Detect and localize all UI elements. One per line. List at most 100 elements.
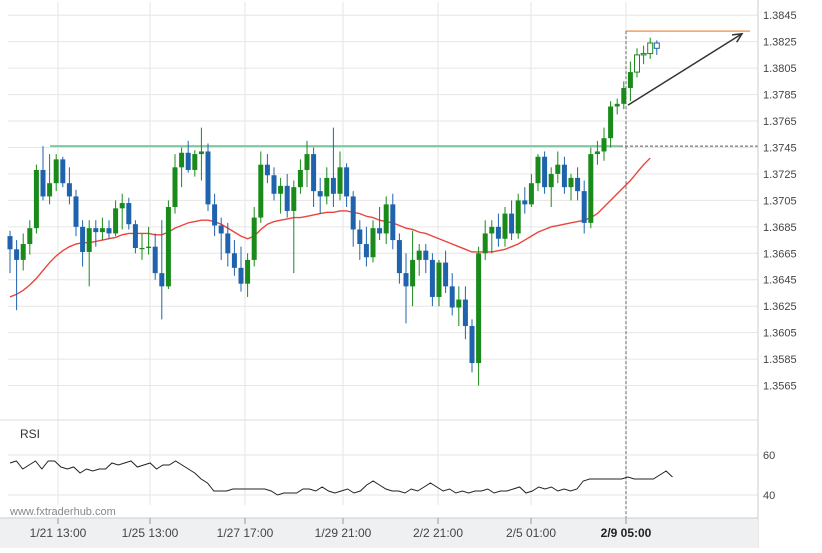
candle-body xyxy=(449,286,455,308)
candle-body xyxy=(627,72,633,88)
candle-body xyxy=(113,208,119,234)
candle-body xyxy=(588,154,594,223)
candle-body xyxy=(152,246,158,274)
y-tick-label: 1.3725 xyxy=(763,169,797,181)
y-tick-label: 1.3685 xyxy=(763,222,797,234)
candle-body xyxy=(251,217,257,260)
price-levels xyxy=(50,30,758,518)
rsi-title: RSI xyxy=(20,427,40,441)
candle-body xyxy=(47,183,53,197)
y-tick-label: 1.3625 xyxy=(763,301,797,313)
candle-body xyxy=(7,236,13,250)
candle-body xyxy=(139,248,145,250)
candle-body xyxy=(489,226,495,234)
candle-body xyxy=(132,224,138,248)
candle-body xyxy=(258,164,264,218)
forecast-overlay xyxy=(627,32,744,106)
x-tick-label: 2/9 05:00 xyxy=(601,526,652,540)
forecast-arrow-line xyxy=(627,33,743,106)
candle-body xyxy=(377,228,383,234)
candle-body xyxy=(357,229,363,245)
candle-body xyxy=(403,273,409,287)
candle-body xyxy=(476,253,482,364)
candle-body xyxy=(99,228,105,233)
x-tick-label: 2/2 21:00 xyxy=(413,526,463,540)
candle-body xyxy=(106,228,112,234)
candle-body xyxy=(66,183,72,197)
candle-body xyxy=(165,207,171,287)
candle-body xyxy=(126,203,132,225)
candle-body xyxy=(53,159,59,184)
candle-body xyxy=(410,259,416,287)
candle-body xyxy=(482,233,488,254)
rsi-line xyxy=(9,460,673,496)
candle-body xyxy=(390,204,396,241)
x-tick-label: 1/27 17:00 xyxy=(217,526,274,540)
candle-body xyxy=(238,267,244,284)
candle-body xyxy=(608,106,614,139)
candle-body xyxy=(14,249,20,260)
candle-body xyxy=(20,244,26,260)
x-tick-label: 2/5 01:00 xyxy=(506,526,556,540)
x-axis-band xyxy=(0,518,758,548)
y-tick-label: 1.3705 xyxy=(763,195,797,207)
candle-body xyxy=(337,167,343,194)
candle-body xyxy=(304,154,310,170)
candle-body xyxy=(80,226,86,252)
candle-body xyxy=(542,156,548,188)
axes: 1.3845 1.3825 1.3805 1.3785 1.3765 1.3745 1.37… xyxy=(0,0,797,548)
candle-body xyxy=(469,326,475,364)
candle-body xyxy=(594,151,600,155)
candle-body xyxy=(86,228,92,252)
candle-body xyxy=(40,169,46,197)
candle-body xyxy=(443,262,449,287)
candle-body xyxy=(621,87,627,104)
candle-body xyxy=(601,138,607,152)
candle-body xyxy=(185,152,191,170)
candle-body xyxy=(245,259,251,284)
rsi-panel: RSI xyxy=(9,427,673,496)
candle-body xyxy=(363,244,369,258)
y-tick-label: 1.3825 xyxy=(763,37,797,49)
candle-body xyxy=(73,196,79,227)
candle-body xyxy=(383,204,389,234)
candle-body xyxy=(462,299,468,327)
candle-body xyxy=(495,226,501,239)
candlesticks xyxy=(7,37,660,386)
candle-body xyxy=(515,200,521,234)
candle-body xyxy=(581,191,587,223)
candle-body xyxy=(172,167,178,207)
candle-body xyxy=(271,175,277,194)
candle-body xyxy=(27,228,33,245)
y-tick-label: 1.3605 xyxy=(763,328,797,340)
moving-average xyxy=(9,157,651,298)
candle-body xyxy=(509,213,515,234)
candle-body xyxy=(429,259,435,297)
candle-body xyxy=(436,262,442,297)
candle-body xyxy=(344,167,350,197)
candle-body xyxy=(225,233,231,254)
x-tick-label: 1/29 21:00 xyxy=(315,526,372,540)
candle-body xyxy=(535,156,541,184)
candle-body xyxy=(198,151,204,155)
candle-body xyxy=(396,240,402,274)
x-tick-label: 1/25 13:00 xyxy=(122,526,179,540)
candle-body xyxy=(423,250,429,260)
candle-body xyxy=(192,154,198,170)
candle-body xyxy=(555,164,561,174)
candle-body xyxy=(561,164,567,188)
candle-body xyxy=(179,152,185,168)
x-tick-label: 1/21 13:00 xyxy=(30,526,87,540)
candle-body xyxy=(146,246,152,248)
candle-body xyxy=(284,185,290,211)
candle-body xyxy=(634,54,640,73)
rsi-y-tick-label: 60 xyxy=(763,450,775,462)
candle-body xyxy=(575,177,581,192)
candle-body xyxy=(647,42,654,55)
forecast-arrow-head xyxy=(731,32,744,43)
candle-body xyxy=(640,53,647,56)
candle-body xyxy=(278,185,284,194)
y-tick-label: 1.3585 xyxy=(763,354,797,366)
